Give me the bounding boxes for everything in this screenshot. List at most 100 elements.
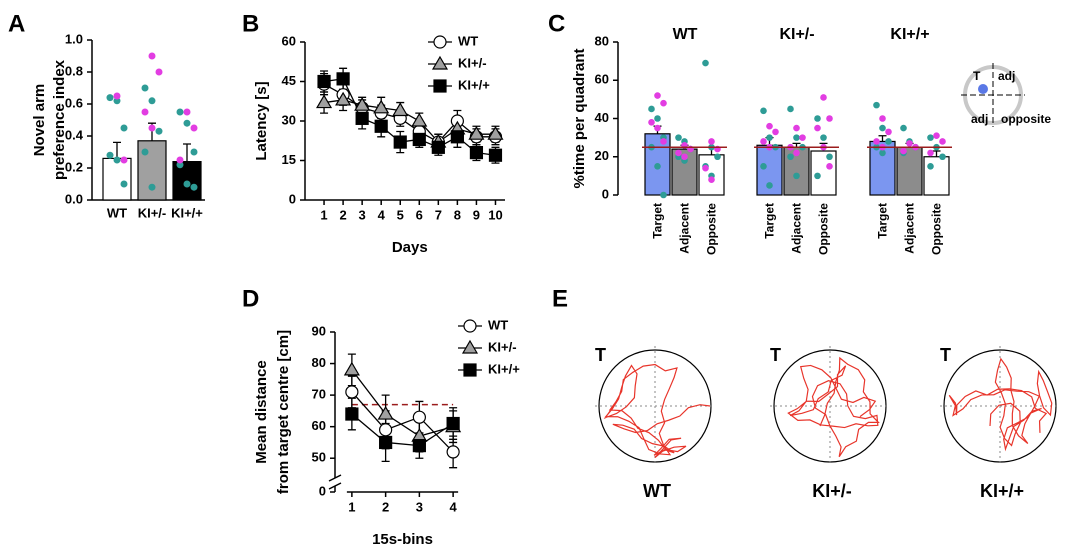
legend-marker: [433, 79, 447, 93]
data-point: [826, 153, 833, 161]
data-point: [183, 108, 191, 116]
x-tick-label: 5: [397, 207, 404, 222]
data-point: [879, 124, 886, 132]
data-point: [648, 105, 655, 113]
data-point: [681, 153, 688, 161]
legend-marker: [463, 363, 477, 377]
data-point: [113, 97, 121, 105]
series-line: [351, 369, 454, 437]
legend-label: KI+/-: [488, 339, 517, 354]
data-point: [760, 163, 767, 170]
x-tick-label: 3: [359, 207, 366, 222]
genotype-label: WT: [643, 481, 671, 501]
data-marker: [374, 119, 388, 133]
y-tick-label: 40: [595, 110, 609, 125]
data-marker: [355, 111, 369, 125]
data-point: [141, 108, 149, 116]
data-point: [787, 153, 794, 161]
x-tick-label: WT: [107, 205, 127, 220]
data-point: [148, 97, 156, 105]
x-tick-label: 1: [320, 207, 327, 222]
y-axis-label: Latency [s]: [253, 81, 270, 160]
data-point: [675, 134, 682, 141]
y-tick-label: 0.8: [65, 63, 83, 78]
data-point: [708, 176, 715, 183]
data-marker: [379, 423, 393, 437]
data-point: [793, 172, 800, 180]
data-point: [190, 148, 198, 156]
x-tick-label: 6: [416, 207, 423, 222]
legend-marker: [461, 339, 479, 354]
data-point: [826, 115, 833, 122]
swim-path: [948, 357, 1053, 452]
panel-label: C: [548, 10, 565, 37]
data-marker: [446, 445, 460, 459]
y-tick-label: 90: [312, 323, 326, 338]
y-axis-label: %time per quadrant: [571, 48, 588, 188]
legend-label: WT: [488, 317, 508, 332]
genotype-label: KI+/+: [980, 481, 1024, 501]
x-tick-label: KI+/-: [138, 205, 167, 220]
x-tick-label: Target: [651, 203, 665, 239]
x-tick-label: 8: [454, 207, 461, 222]
data-point: [760, 138, 767, 145]
x-tick-label: 9: [473, 207, 480, 222]
inset-label: T: [973, 69, 981, 83]
data-point: [141, 84, 149, 92]
data-marker: [468, 125, 485, 140]
genotype-label: KI+/-: [812, 481, 852, 501]
data-point: [176, 156, 184, 164]
data-marker: [379, 435, 393, 450]
data-point: [155, 68, 163, 76]
y-tick-label: 0: [319, 483, 326, 498]
data-point: [885, 138, 892, 145]
data-marker: [446, 416, 460, 431]
y-axis-label: Mean distance: [253, 360, 270, 463]
data-marker: [377, 405, 394, 420]
inset-label: opposite: [1001, 112, 1051, 126]
swim-path: [603, 363, 711, 458]
data-point: [826, 163, 833, 170]
target-label: T: [595, 345, 606, 365]
inset-label: adj: [971, 112, 988, 126]
data-point: [766, 134, 773, 141]
x-tick-label: Opposite: [930, 203, 944, 255]
data-point: [714, 153, 721, 161]
data-marker: [336, 72, 350, 86]
y-tick-label: 60: [282, 33, 296, 48]
panel-label: D: [242, 285, 259, 312]
data-point: [106, 94, 114, 102]
data-marker: [354, 97, 371, 111]
data-point: [113, 156, 121, 164]
x-tick-label: Opposite: [705, 203, 719, 255]
y-tick-label: 0.6: [65, 95, 83, 110]
data-point: [772, 128, 779, 136]
data-point: [106, 151, 114, 159]
y-tick-label: 0.0: [65, 191, 83, 206]
data-point: [190, 183, 198, 191]
data-marker: [345, 407, 359, 421]
error-bar: [878, 135, 887, 142]
data-point: [654, 92, 661, 99]
data-marker: [487, 125, 504, 140]
x-tick-label: 4: [378, 207, 386, 222]
data-point: [933, 132, 940, 140]
data-point: [176, 161, 184, 169]
legend-label: WT: [458, 33, 478, 48]
x-tick-label: 10: [488, 207, 502, 222]
data-point: [766, 122, 773, 130]
x-tick-label: 2: [382, 499, 389, 514]
swim-path: [787, 356, 880, 458]
data-marker: [450, 130, 464, 144]
x-tick-label: Adjacent: [678, 203, 692, 254]
data-point: [900, 124, 907, 132]
x-tick-label: Adjacent: [790, 203, 804, 254]
legend-marker: [463, 319, 477, 333]
inset-label: adj: [998, 69, 1015, 83]
data-marker: [316, 94, 333, 109]
data-marker: [393, 135, 407, 149]
data-point: [879, 115, 886, 122]
y-tick-label: 80: [595, 33, 609, 48]
data-point: [660, 191, 667, 199]
